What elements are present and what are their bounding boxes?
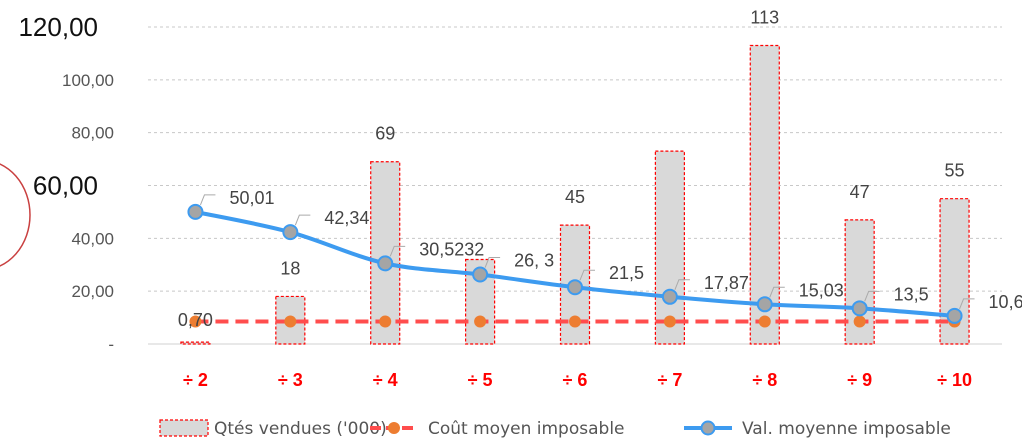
bar-value-label: 18 [280, 258, 300, 278]
bar-series [180, 44, 970, 345]
value-point [661, 288, 678, 305]
line-value-label: 26, 3 [514, 251, 554, 271]
y-tick-label: 20,00 [71, 282, 114, 301]
leader-line [294, 214, 311, 226]
data-labels: 0,70 18 69 45 113 47 55 50,01 42,34 30,5232 26, 3 2… [178, 7, 1022, 330]
annotation-circle [0, 163, 31, 267]
legend: Qtés vendues ('000) Coût moyen imposable… [159, 419, 951, 439]
value-point [946, 307, 963, 324]
cost-point [379, 315, 392, 328]
y-tick-label: 80,00 [71, 124, 114, 143]
value-point [851, 300, 868, 317]
line-value-label: 30,5232 [419, 239, 484, 259]
leader-line [199, 194, 216, 206]
cost-point [758, 315, 771, 328]
value-point [282, 224, 299, 241]
leader-line [579, 269, 595, 281]
cost-point [474, 315, 487, 328]
x-category-label: ÷ 7 [657, 370, 682, 390]
leader-line [769, 286, 785, 298]
bar-value-label: 0,70 [178, 310, 213, 330]
bar-value-label: 55 [945, 161, 965, 181]
y-tick-label: 40,00 [71, 229, 114, 248]
value-point [187, 203, 204, 220]
value-point [472, 266, 489, 283]
line-value-label: 15,03 [799, 280, 844, 300]
x-category-label: ÷ 8 [752, 370, 777, 390]
value-point [377, 255, 394, 272]
line-value-label: 10,63 [989, 292, 1022, 312]
bar [370, 161, 401, 345]
leader-line [389, 245, 406, 257]
leader-line [959, 298, 975, 310]
cost-point [663, 315, 676, 328]
legend-marker-value [700, 420, 716, 436]
legend-marker-cost [388, 422, 400, 434]
x-category-label: ÷ 9 [847, 370, 872, 390]
cost-point [853, 315, 866, 328]
bar-value-label: 45 [565, 187, 585, 207]
cost-point [569, 315, 581, 328]
bar-value-label: 47 [850, 182, 870, 202]
x-category-label: ÷ 2 [183, 370, 208, 390]
x-category-label: ÷ 5 [468, 370, 493, 390]
line-value-label: 50,01 [229, 188, 274, 208]
legend-label-value: Val. moyenne imposable [742, 419, 951, 439]
y-tick-label: 120,00 [18, 12, 98, 42]
legend-label-bars: Qtés vendues ('000) [214, 419, 387, 439]
x-category-label: ÷ 3 [278, 370, 303, 390]
bar [180, 341, 211, 345]
bar [654, 150, 685, 345]
legend-swatch-bars [159, 419, 209, 437]
value-point [756, 296, 773, 313]
bar [749, 44, 780, 345]
line-value-label: 42,34 [324, 208, 369, 228]
bar-value-label: 69 [375, 124, 395, 144]
line-value-label: 13,5 [894, 284, 929, 304]
line-value-label: 21,5 [609, 263, 644, 283]
leader-line [674, 279, 690, 290]
legend-label-cost: Coût moyen imposable [428, 419, 625, 439]
x-axis-categories: ÷ 2 ÷ 3 ÷ 4 ÷ 5 ÷ 6 ÷ 7 ÷ 8 ÷ 9 ÷ 10 [183, 370, 972, 390]
x-category-label: ÷ 6 [563, 370, 588, 390]
cost-line-series [189, 315, 961, 328]
leader-line [484, 257, 501, 268]
x-category-label: ÷ 10 [937, 370, 972, 390]
x-category-label: ÷ 4 [373, 370, 398, 390]
leader-line [864, 290, 880, 302]
value-point [567, 279, 583, 296]
cost-point [284, 315, 297, 328]
y-tick-label: 100,00 [62, 71, 114, 90]
value-line-series [187, 203, 963, 324]
y-axis-ticks: - 20,00 40,00 60,00 80,00 100,00 120,00 [18, 12, 114, 354]
bar-value-label: 113 [750, 7, 779, 27]
cost-point [189, 315, 202, 328]
y-tick-label: 60,00 [33, 171, 98, 201]
y-tick-label: - [108, 335, 114, 354]
line-value-label: 17,87 [704, 273, 749, 293]
